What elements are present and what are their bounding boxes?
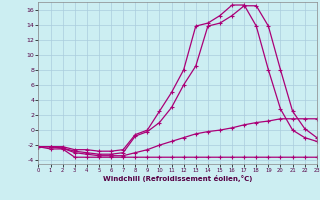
X-axis label: Windchill (Refroidissement éolien,°C): Windchill (Refroidissement éolien,°C): [103, 175, 252, 182]
